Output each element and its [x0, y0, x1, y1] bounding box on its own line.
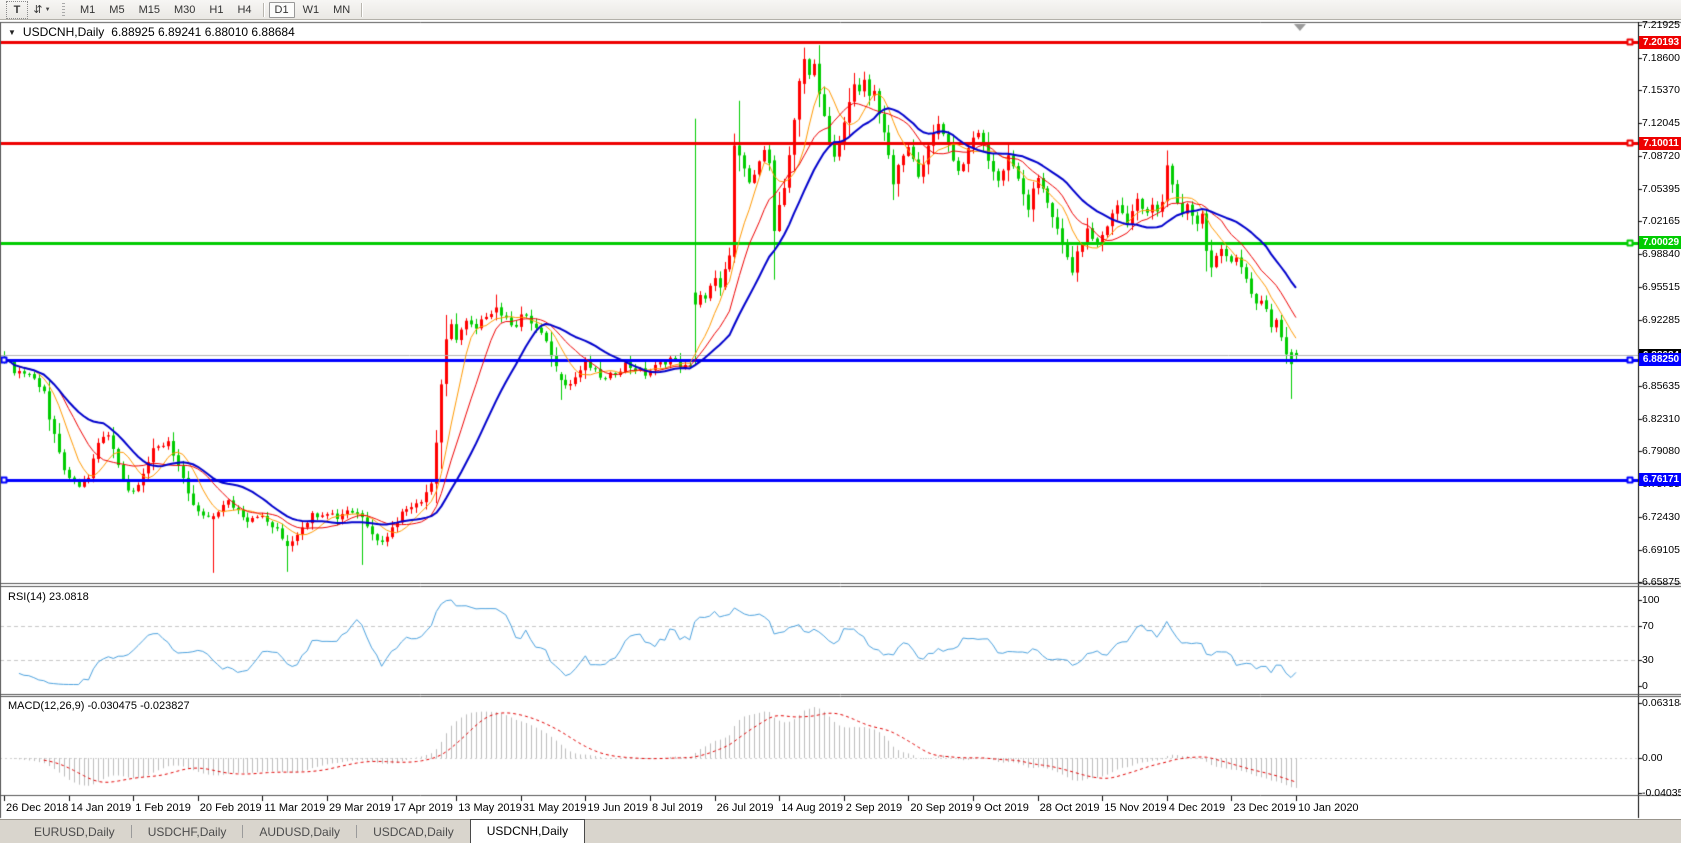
price-axis-label: 7.15370	[1642, 84, 1680, 97]
price-axis-label: 6.95515	[1642, 281, 1680, 294]
timeframe-button-w1[interactable]: W1	[302, 3, 320, 16]
price-axis-label: 7.08720	[1642, 150, 1680, 163]
rsi-axis-label: 70	[1642, 619, 1654, 632]
price-axis-label: 6.82310	[1642, 412, 1680, 425]
rsi-axis-label: 30	[1642, 654, 1654, 667]
symbol-tabs-bar: EURUSD,Daily USDCHF,Daily AUDUSD,Daily USDC…	[0, 818, 1681, 843]
date-axis-label: 10 Jan 2020	[1298, 802, 1359, 814]
rsi-axis-label: 0	[1642, 680, 1648, 692]
macd-axis-label: 0.063184	[1642, 697, 1681, 710]
price-axis-label: 6.98840	[1642, 248, 1680, 261]
level-price-badge: 7.00029	[1639, 236, 1681, 250]
date-axis-label: 20 Feb 2019	[199, 802, 262, 814]
rsi-axis-label: 100	[1642, 594, 1660, 606]
price-axis-label: 6.85635	[1642, 379, 1680, 392]
level-price-badge: 7.10011	[1639, 136, 1681, 150]
toolbar-grip[interactable]	[62, 2, 65, 17]
timeframe-button-d1[interactable]: D1	[268, 1, 295, 18]
date-axis-label: 20 Sep 2019	[910, 802, 973, 814]
timeframe-button-h1[interactable]: H1	[209, 3, 224, 16]
timeframe-buttons: M1 M5 M15 M30 H1 H4 D1 W1 MN	[73, 1, 366, 18]
date-axis-label: 15 Nov 2019	[1104, 802, 1167, 814]
macd-axis-label: -0.040355	[1642, 787, 1681, 800]
toolbar-separator	[361, 2, 363, 17]
timeframe-button-m15[interactable]: M15	[138, 3, 160, 16]
date-axis-label: 14 Aug 2019	[781, 802, 843, 814]
symbol-dropdown-icon[interactable]: ▼	[8, 27, 16, 37]
tab-separator	[242, 825, 244, 838]
text-tool-icon: T	[13, 3, 21, 16]
price-axis-label: 6.65875	[1642, 576, 1680, 589]
timeframe-button-h4[interactable]: H4	[237, 3, 252, 16]
date-axis-label: 13 May 2019	[458, 802, 522, 814]
date-axis-label: 11 Mar 2019	[264, 802, 326, 814]
symbol-tab-usdcnh[interactable]: USDCNH,Daily	[469, 818, 586, 843]
price-axis-label: 6.69105	[1642, 543, 1680, 556]
symbol-tab-usdcad[interactable]: USDCAD,Daily	[373, 824, 454, 839]
date-axis-label: 23 Dec 2019	[1233, 802, 1296, 814]
date-axis-label: 31 May 2019	[522, 802, 587, 814]
date-axis-label: 9 Oct 2019	[975, 802, 1029, 814]
timeframe-button-mn[interactable]: MN	[333, 3, 351, 16]
date-axis-label: 26 Jul 2019	[716, 802, 774, 814]
symbol-tab-usdchf[interactable]: USDCHF,Daily	[147, 824, 227, 839]
price-axis-label: 6.72430	[1642, 510, 1680, 523]
tab-separator	[356, 825, 358, 838]
price-axis-label: 7.18600	[1642, 52, 1680, 65]
date-axis-label: 8 Jul 2019	[652, 802, 703, 814]
date-axis-label: 2 Sep 2019	[845, 802, 903, 814]
date-axis-label: 17 Apr 2019	[393, 802, 453, 814]
date-axis-label: 4 Dec 2019	[1168, 802, 1226, 814]
chart-tools-button[interactable]: ⇵ ▼	[30, 2, 54, 18]
date-axis-label: 26 Dec 2018	[6, 802, 69, 814]
chart-title-ohlc: 6.88925 6.89241 6.88010 6.88684	[111, 25, 295, 39]
text-tool-button[interactable]: T	[6, 0, 28, 19]
date-axis-label: 1 Feb 2019	[135, 802, 191, 814]
chart-title: ▼ USDCNH,Daily 6.88925 6.89241 6.88010 6…	[8, 25, 295, 39]
chart-title-symbol: USDCNH,Daily	[22, 25, 105, 39]
tab-separator	[130, 825, 132, 838]
date-axis-label: 14 Jan 2019	[70, 802, 132, 814]
level-price-badge: 6.88250	[1639, 353, 1681, 367]
price-axis-label: 6.92285	[1642, 313, 1680, 326]
macd-axis-label: 0.00	[1642, 752, 1663, 764]
timeframe-button-m30[interactable]: M30	[173, 3, 196, 16]
symbol-tab-eurusd[interactable]: EURUSD,Daily	[34, 824, 115, 839]
date-axis-label: 28 Oct 2019	[1039, 802, 1100, 814]
date-axis-label: 29 Mar 2019	[329, 802, 391, 814]
toolbar-separator	[262, 2, 264, 17]
price-axis-label: 7.21925	[1642, 19, 1680, 31]
price-axis-label: 6.79080	[1642, 444, 1680, 457]
chart-tools-icon: ⇵	[33, 4, 43, 16]
level-price-badge: 6.76171	[1639, 473, 1681, 487]
macd-indicator-label: MACD(12,26,9) -0.030475 -0.023827	[8, 700, 190, 712]
timeframe-toolbar: T ⇵ ▼ M1 M5 M15 M30 H1 H4 D1 W1 MN	[0, 0, 1681, 20]
price-axis-label: 7.05395	[1642, 183, 1680, 196]
timeframe-button-m5[interactable]: M5	[109, 3, 125, 16]
price-axis-label: 7.02165	[1642, 215, 1680, 228]
rsi-indicator-label: RSI(14) 23.0818	[8, 591, 89, 603]
symbol-tab-audusd[interactable]: AUDUSD,Daily	[259, 824, 341, 839]
timeframe-button-m1[interactable]: M1	[80, 3, 96, 16]
chevron-down-icon: ▼	[44, 6, 51, 13]
price-axis-label: 7.12045	[1642, 117, 1680, 130]
level-price-badge: 7.20193	[1639, 35, 1681, 49]
date-axis-label: 19 Jun 2019	[587, 802, 648, 814]
